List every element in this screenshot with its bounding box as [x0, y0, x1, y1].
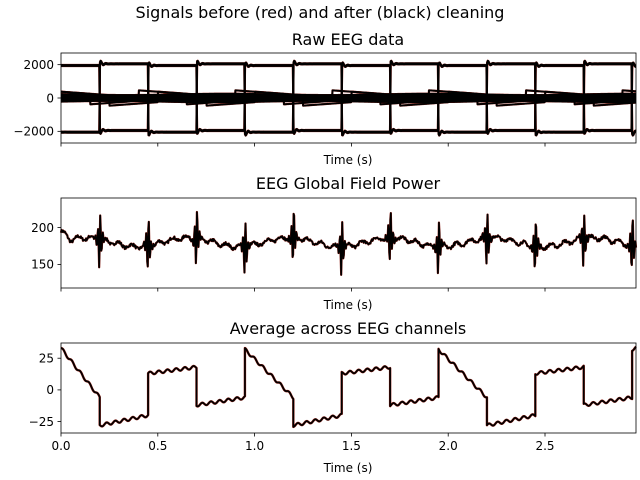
- xtick-label: 2.5: [535, 439, 554, 453]
- trace-after: [60, 59, 637, 136]
- gfp-after: [60, 211, 637, 276]
- panel-title-gfp: EEG Global Field Power: [256, 174, 441, 193]
- ytick-label: −25: [29, 415, 54, 429]
- figure-suptitle: Signals before (red) and after (black) c…: [136, 3, 505, 22]
- xtick-label: 1.5: [342, 439, 361, 453]
- average-traces: [60, 345, 638, 429]
- ytick-label: 0: [46, 383, 54, 397]
- xtick-label: 2.0: [439, 439, 458, 453]
- trace-after: [60, 60, 637, 137]
- ytick-label: 200: [31, 221, 54, 235]
- panel-title-raw-eeg: Raw EEG data: [292, 30, 404, 49]
- trace-after: [60, 96, 637, 100]
- xlabel-raw-eeg: Time (s): [323, 153, 373, 167]
- trace-after: [60, 92, 637, 96]
- gfp-ticks: 150 200: [31, 221, 546, 292]
- panel-frame-average: [60, 342, 637, 434]
- panel-gfp: EEG Global Field Power 150 200 Time (s): [31, 174, 638, 312]
- trace-after: [60, 89, 637, 106]
- xlabel-average: Time (s): [323, 461, 373, 475]
- raw-eeg-ticks: −2000 0 2000: [13, 58, 546, 147]
- ytick-label: 2000: [23, 58, 54, 72]
- xtick-label: 1.0: [245, 439, 264, 453]
- ytick-label: 150: [31, 258, 54, 272]
- ytick-label: −2000: [13, 125, 54, 139]
- panel-average: Average across EEG channels −25 0 25 0.0 0.5…: [29, 319, 638, 475]
- average-after: [60, 345, 637, 428]
- average-ticks: −25 0 25 0.0 0.5 1.0 1.5 2.0 2.5: [29, 352, 555, 453]
- panel-title-average: Average across EEG channels: [230, 319, 467, 338]
- gfp-traces: [59, 210, 638, 276]
- trace-after: [60, 97, 637, 101]
- panel-raw-eeg: Raw EEG data −2000 0 2000 Time (s): [13, 30, 637, 167]
- xtick-label: 0.0: [51, 439, 70, 453]
- raw-eeg-traces: [60, 59, 637, 137]
- panel-frame-gfp: [60, 197, 637, 289]
- trace-after: [60, 61, 637, 134]
- xtick-label: 0.5: [148, 439, 167, 453]
- ytick-label: 0: [46, 91, 54, 105]
- ytick-label: 25: [39, 352, 54, 366]
- xlabel-gfp: Time (s): [323, 298, 373, 312]
